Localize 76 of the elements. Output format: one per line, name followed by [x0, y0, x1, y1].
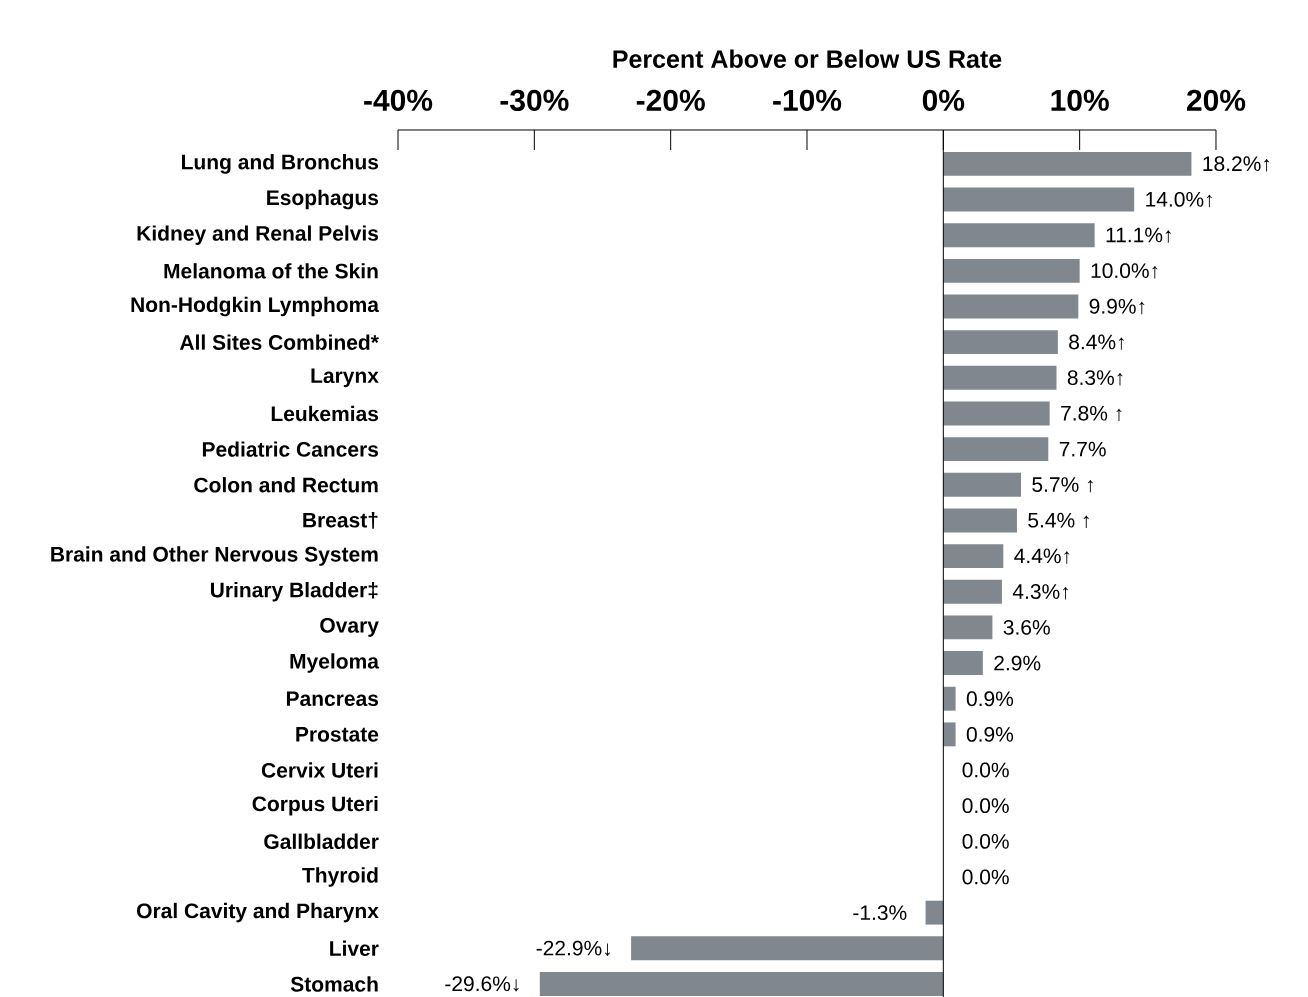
y-tick-label: Melanoma of the Skin — [164, 263, 378, 279]
bar — [943, 686, 956, 711]
x-tick-label: 20% — [1187, 89, 1246, 111]
y-tick-label: Kidney and Renal Pelvis — [137, 225, 379, 245]
y-tick-label: Esophagus — [267, 189, 379, 210]
data-label: 5.4% ↑ — [1028, 512, 1089, 529]
bar — [925, 900, 944, 925]
y-tick-label: Cervix Uteri — [261, 762, 378, 778]
bar — [943, 294, 1079, 319]
bar — [539, 972, 944, 996]
y-tick-label: Thyroid — [302, 867, 378, 887]
bar — [943, 187, 1135, 212]
bar — [943, 437, 1049, 462]
bar — [943, 258, 1080, 283]
data-label: 3.6% — [1003, 619, 1050, 635]
bar — [943, 472, 1022, 497]
y-tick-label: Oral Cavity and Pharynx — [137, 902, 379, 923]
y-tick-label: Urinary Bladder‡ — [210, 581, 378, 602]
x-tick-label: -20% — [636, 89, 705, 111]
x-tick-label: 10% — [1051, 89, 1109, 111]
bar — [943, 365, 1057, 390]
y-tick-label: Non-Hodgkin Lymphoma — [131, 296, 380, 317]
y-tick-label: Gallbladder — [264, 833, 379, 850]
data-label: 8.4%↑ — [1069, 334, 1124, 350]
data-label: 8.3%↑ — [1067, 370, 1123, 386]
y-tick-label: Stomach — [290, 976, 378, 992]
data-label: 7.7% — [1059, 441, 1106, 457]
y-tick-label: Pancreas — [286, 691, 379, 707]
y-tick-label: Corpus Uteri — [252, 795, 378, 816]
y-tick-label: Lung and Bronchus — [182, 154, 379, 174]
data-label: 0.9% — [966, 691, 1014, 707]
bar — [943, 544, 1004, 569]
data-label: 0.9% — [966, 726, 1014, 742]
data-label: 0.0% — [962, 833, 1009, 849]
y-tick-label: Colon and Rectum — [194, 477, 378, 493]
data-label: 0.0% — [962, 798, 1009, 814]
data-label: 0.0% — [962, 762, 1009, 778]
x-tick-label: -30% — [500, 89, 569, 111]
data-label: 7.8% ↑ — [1061, 405, 1122, 422]
data-label: 2.9% — [994, 655, 1041, 671]
bar — [943, 223, 1095, 248]
data-label: 4.4%↑ — [1014, 548, 1070, 564]
bar — [943, 508, 1017, 533]
data-label: 5.7% ↑ — [1032, 477, 1093, 493]
y-tick-label: Larynx — [311, 368, 379, 388]
data-label: 4.3%↑ — [1012, 584, 1068, 600]
bar — [943, 579, 1002, 604]
data-label: 9.9%↑ — [1089, 298, 1145, 315]
data-label: 14.0%↑ — [1146, 191, 1212, 208]
bar — [943, 330, 1058, 355]
data-label: -1.3% — [853, 905, 907, 921]
data-label: -29.6%↓ — [445, 976, 519, 992]
data-label: 0.0% — [962, 869, 1009, 885]
x-tick-label: -40% — [364, 89, 433, 111]
bar — [943, 151, 1192, 176]
y-tick-label: Myeloma — [290, 653, 380, 673]
bar — [943, 401, 1050, 426]
y-tick-label: All Sites Combined* — [179, 334, 379, 350]
bar — [943, 651, 983, 675]
x-tick-label: -10% — [773, 89, 842, 111]
y-tick-label: Prostate — [296, 727, 379, 742]
x-tick-label: 0% — [922, 89, 965, 111]
data-label: 11.1%↑ — [1106, 227, 1171, 243]
bar — [943, 722, 956, 747]
data-label: -22.9%↓ — [536, 940, 610, 956]
y-tick-label: Breast† — [303, 512, 378, 529]
y-tick-label: Pediatric Cancers — [202, 441, 379, 457]
data-label: 10.0%↑ — [1091, 263, 1158, 279]
y-tick-label: Ovary — [320, 617, 379, 637]
data-label: 18.2%↑ — [1203, 156, 1270, 172]
y-tick-label: Liver — [330, 940, 379, 957]
x-axis-title: Percent Above or Below US Rate — [613, 49, 1002, 68]
bar — [943, 615, 993, 640]
y-tick-label: Brain and Other Nervous System — [51, 546, 378, 566]
y-tick-label: Leukemias — [271, 405, 379, 422]
bar — [631, 936, 944, 961]
